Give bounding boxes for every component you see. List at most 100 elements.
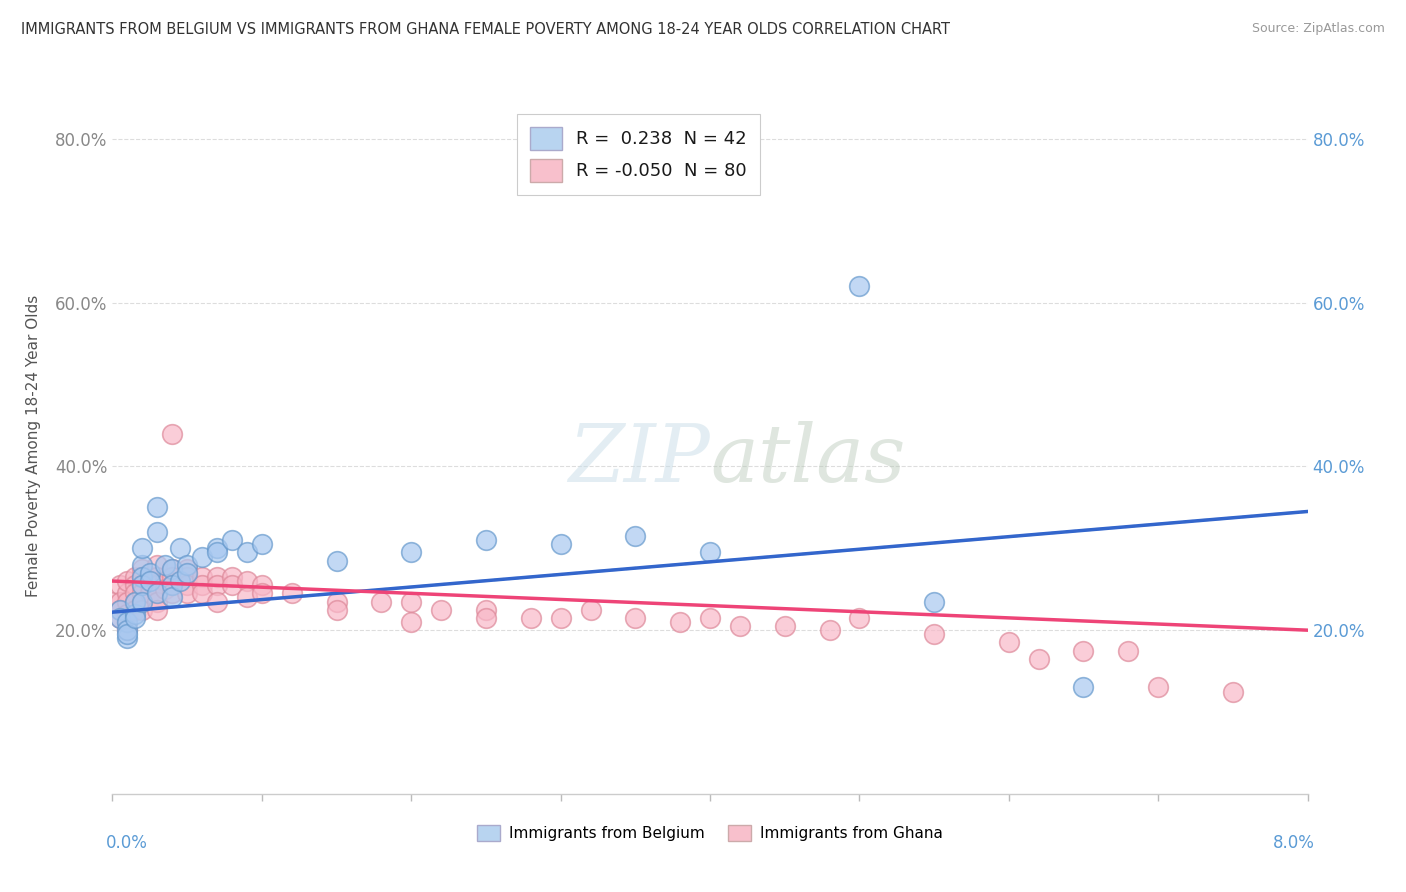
Point <box>325 553 347 567</box>
Point <box>191 549 214 564</box>
Point <box>146 603 169 617</box>
Point <box>281 586 304 600</box>
Point <box>131 570 153 584</box>
Point <box>250 537 273 551</box>
Point <box>191 578 214 592</box>
Point <box>139 586 162 600</box>
Point <box>922 627 945 641</box>
Legend: Immigrants from Belgium, Immigrants from Ghana: Immigrants from Belgium, Immigrants from… <box>470 818 950 849</box>
Point <box>117 594 139 608</box>
Point <box>236 574 259 588</box>
Text: IMMIGRANTS FROM BELGIUM VS IMMIGRANTS FROM GHANA FEMALE POVERTY AMONG 18-24 YEAR: IMMIGRANTS FROM BELGIUM VS IMMIGRANTS FR… <box>21 22 950 37</box>
Point <box>153 582 176 597</box>
Point <box>550 537 572 551</box>
Point <box>848 611 870 625</box>
Point <box>146 586 169 600</box>
Point <box>520 611 543 625</box>
Point <box>124 578 146 592</box>
Point <box>176 558 198 572</box>
Point <box>922 594 945 608</box>
Point <box>699 611 721 625</box>
Point <box>1147 681 1170 695</box>
Point <box>124 603 146 617</box>
Point <box>101 594 124 608</box>
Y-axis label: Female Poverty Among 18-24 Year Olds: Female Poverty Among 18-24 Year Olds <box>27 295 41 597</box>
Point <box>370 594 392 608</box>
Point <box>153 558 176 572</box>
Point <box>146 570 169 584</box>
Point <box>117 632 139 646</box>
Point <box>131 578 153 592</box>
Point <box>124 607 146 621</box>
Point <box>146 586 169 600</box>
Point <box>162 570 183 584</box>
Text: 8.0%: 8.0% <box>1272 834 1315 852</box>
Point <box>699 545 721 559</box>
Point <box>139 574 162 588</box>
Point <box>475 533 498 548</box>
Text: atlas: atlas <box>710 421 905 499</box>
Point <box>205 570 228 584</box>
Point <box>124 570 146 584</box>
Point <box>146 524 169 539</box>
Point <box>191 586 214 600</box>
Point <box>176 570 198 584</box>
Point <box>728 619 751 633</box>
Point <box>205 594 228 608</box>
Point <box>176 566 198 580</box>
Point <box>176 578 198 592</box>
Point <box>124 586 146 600</box>
Point <box>325 603 347 617</box>
Point <box>401 594 423 608</box>
Point <box>475 603 498 617</box>
Point <box>401 615 423 629</box>
Point <box>221 570 243 584</box>
Point <box>108 611 131 625</box>
Point <box>146 558 169 572</box>
Point <box>108 603 131 617</box>
Point <box>205 541 228 556</box>
Point <box>162 426 183 441</box>
Point <box>131 570 153 584</box>
Point <box>146 594 169 608</box>
Point <box>624 611 647 625</box>
Point <box>162 578 183 592</box>
Point <box>139 570 162 584</box>
Point <box>131 578 153 592</box>
Point <box>162 562 183 576</box>
Text: ZIP: ZIP <box>568 421 710 499</box>
Point <box>153 574 176 588</box>
Point <box>108 578 131 592</box>
Point <box>131 603 153 617</box>
Point <box>117 615 139 629</box>
Point <box>131 541 153 556</box>
Point <box>117 607 139 621</box>
Point <box>162 578 183 592</box>
Point <box>773 619 796 633</box>
Point <box>250 586 273 600</box>
Point <box>162 586 183 600</box>
Point <box>1222 684 1244 698</box>
Point <box>998 635 1021 649</box>
Point <box>401 545 423 559</box>
Point <box>236 591 259 605</box>
Point <box>146 500 169 515</box>
Point <box>117 586 139 600</box>
Point <box>176 562 198 576</box>
Point <box>162 591 183 605</box>
Point <box>162 562 183 576</box>
Point <box>1028 652 1050 666</box>
Point <box>818 623 841 637</box>
Point <box>117 615 139 629</box>
Text: Source: ZipAtlas.com: Source: ZipAtlas.com <box>1251 22 1385 36</box>
Point <box>176 586 198 600</box>
Point <box>250 578 273 592</box>
Point <box>325 594 347 608</box>
Point <box>146 578 169 592</box>
Point <box>848 279 870 293</box>
Point <box>579 603 602 617</box>
Point <box>169 541 191 556</box>
Point <box>131 562 153 576</box>
Point <box>236 545 259 559</box>
Point <box>117 623 139 637</box>
